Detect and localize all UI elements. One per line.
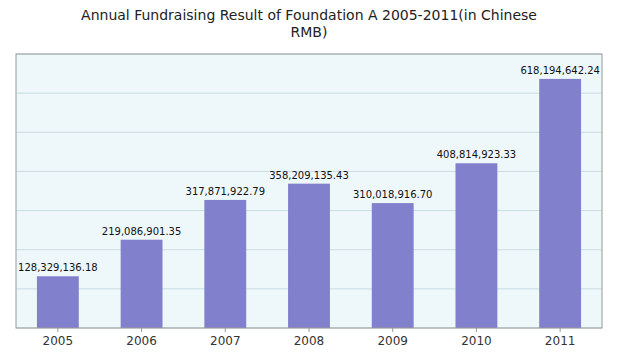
bar [539,79,581,328]
x-tick-label: 2011 [545,334,576,348]
data-label: 408,814,923.33 [437,149,517,160]
x-tick [225,328,226,332]
chart: Annual Fundraising Result of Foundation … [0,0,618,358]
grid-line [16,132,602,133]
x-tick-label: 2009 [377,334,408,348]
bar [204,200,246,328]
x-tick [141,328,142,332]
data-label: 310,018,916.70 [353,189,433,200]
x-tick-label: 2006 [126,334,157,348]
data-label: 317,871,922.79 [186,186,266,197]
x-tick [560,328,561,332]
x-tick-label: 2007 [210,334,241,348]
data-label: 219,086,901.35 [102,226,182,237]
plot-frame [16,54,602,328]
x-tick [392,328,393,332]
bar [456,163,498,328]
bars [37,79,581,328]
x-tick [476,328,477,332]
data-label: 128,329,136.18 [18,262,98,273]
title: Annual Fundraising Result of Foundation … [81,7,537,40]
bar [288,184,330,328]
x-tick-label: 2005 [43,334,74,348]
data-label: 358,209,135.43 [269,170,349,181]
bar [121,240,163,328]
chart-container: Annual Fundraising Result of Foundation … [0,0,618,358]
x-tick-label: 2010 [461,334,492,348]
grid-line [16,93,602,94]
bar [372,203,414,328]
x-tick [309,328,310,332]
data-label: 618,194,642.24 [520,65,600,76]
x-tick [57,328,58,332]
plot-area [16,54,602,328]
bar [37,276,79,328]
x-tick-label: 2008 [294,334,325,348]
